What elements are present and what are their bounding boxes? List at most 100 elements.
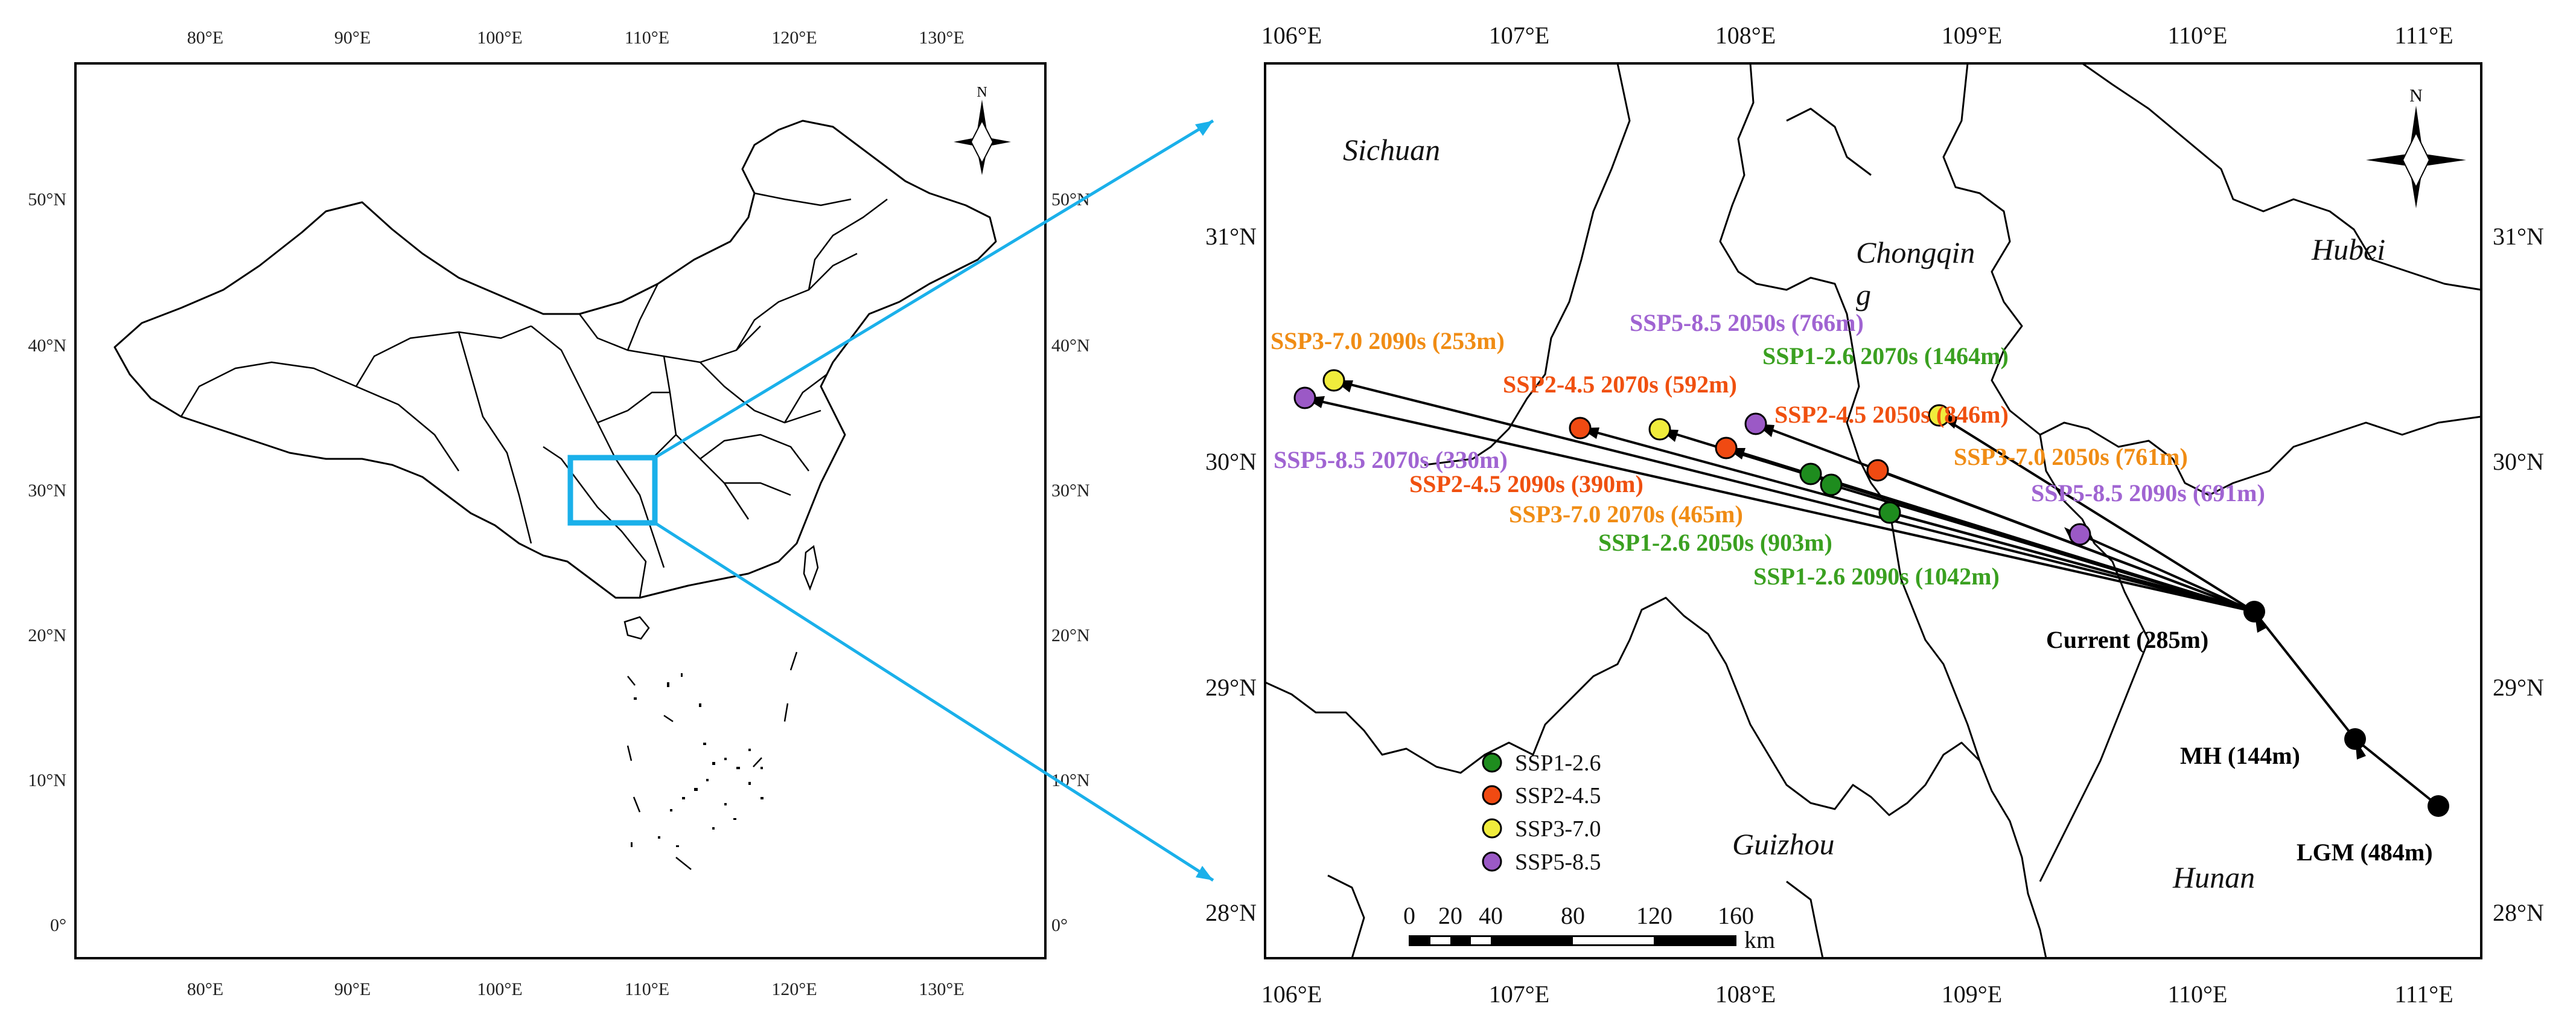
point-ssp245-2050	[1866, 459, 1889, 482]
scale-tick-40: 40	[1479, 902, 1503, 929]
overview-lat-right-20: 20°N	[1051, 626, 1090, 645]
label-mh: MH (144m)	[2180, 742, 2300, 769]
point-ssp370-2090	[1322, 369, 1345, 392]
detail-lat-right-28: 28°N	[2493, 899, 2544, 926]
detail-lon-bottom-107: 107°E	[1489, 981, 1549, 1008]
overview-lon-top-110: 110°E	[625, 28, 669, 48]
overview-lon-top-100: 100°E	[477, 28, 522, 48]
detail-lat-left-29: 29°N	[1205, 674, 1257, 701]
label-ssp126-2050: SSP1-2.6 2050s (903m)	[1598, 529, 1832, 556]
detail-lon-bottom-108: 108°E	[1715, 981, 1776, 1008]
legend-label-ssp126: SSP1-2.6	[1515, 750, 1601, 776]
detail-lat-right-29: 29°N	[2493, 674, 2544, 701]
point-ssp370-2070	[1648, 418, 1671, 441]
legend-marker-ssp370	[1482, 818, 1502, 839]
label-ssp585-2090: SSP5-8.5 2090s (691m)	[2031, 479, 2265, 507]
detail-north-label: N	[2409, 86, 2423, 106]
legend-marker-ssp245	[1482, 785, 1502, 805]
detail-north-arrow: N	[2366, 86, 2466, 208]
historic-points	[2243, 601, 2449, 817]
label-lgm: LGM (484m)	[2297, 839, 2433, 866]
point-ssp585-2050	[1744, 412, 1767, 435]
south-china-sea-islands	[631, 673, 764, 847]
detail-lon-bottom-110: 110°E	[2168, 981, 2228, 1008]
label-ssp370-2050: SSP3-7.0 2050s (761m)	[1954, 443, 2188, 470]
region-sichuan: Sichuan	[1343, 133, 1440, 167]
overview-lon-top-90: 90°E	[334, 28, 371, 48]
detail-lon-bottom-106: 106°E	[1261, 981, 1322, 1008]
point-ssp126-2050	[1799, 462, 1822, 485]
overview-lon-bottom-90: 90°E	[334, 979, 371, 999]
label-ssp370-2090: SSP3-7.0 2090s (253m)	[1270, 327, 1505, 354]
region-chongqing-line1: Chongqin	[1856, 235, 1975, 269]
overview-lat-left-50: 50°N	[28, 190, 66, 210]
label-ssp245-2050: SSP2-4.5 2050s (846m)	[1774, 401, 2009, 428]
overview-lat-right-40: 40°N	[1051, 336, 1090, 356]
overview-lat-left-20: 20°N	[28, 626, 66, 645]
legend: SSP1-2.6 SSP2-4.5 SSP3-7.0 SSP5-8.5	[1482, 750, 1601, 875]
point-ssp585-2070	[1293, 386, 1316, 409]
detail-lat-left-31: 31°N	[1205, 223, 1257, 250]
detail-lat-right-30: 30°N	[2493, 448, 2544, 475]
detail-lat-left-30: 30°N	[1205, 448, 1257, 475]
label-ssp585-2070: SSP5-8.5 2070s (330m)	[1274, 446, 1508, 473]
detail-lon-top-106: 106°E	[1261, 22, 1322, 49]
region-hubei: Hubei	[2311, 232, 2385, 266]
overview-lon-bottom-100: 100°E	[477, 979, 522, 999]
scale-tick-120: 120	[1636, 902, 1672, 929]
overview-lon-top-120: 120°E	[771, 28, 817, 48]
china-outline	[113, 120, 997, 599]
detail-lon-bottom-109: 109°E	[1942, 981, 2002, 1008]
inset-connectors	[654, 119, 1214, 882]
point-lgm	[2428, 795, 2449, 817]
scale-tick-0: 0	[1403, 902, 1415, 929]
label-ssp585-2050: SSP5-8.5 2050s (766m)	[1630, 309, 1864, 336]
label-ssp245-2090: SSP2-4.5 2090s (390m)	[1409, 470, 1643, 498]
region-hunan: Hunan	[2172, 860, 2255, 894]
label-current: Current (285m)	[2046, 626, 2208, 653]
overview-lon-top-80: 80°E	[187, 28, 223, 48]
overview-frame	[74, 62, 1047, 959]
point-mh	[2344, 728, 2366, 750]
detail-lon-top-107: 107°E	[1489, 22, 1549, 49]
detail-lat-left-28: 28°N	[1205, 899, 1257, 926]
point-ssp245-2090	[1715, 437, 1738, 459]
point-ssp126-2070	[1820, 473, 1843, 496]
detail-province-boundaries	[1264, 62, 2482, 959]
detail-map: 106°E 107°E 108°E 109°E 110°E 111°E 106°…	[1205, 22, 2544, 1008]
point-ssp370-2050	[1928, 404, 1951, 427]
legend-label-ssp585: SSP5-8.5	[1515, 850, 1601, 875]
point-ssp585-2090	[2068, 523, 2091, 546]
hainan-island	[623, 616, 650, 640]
taiwan-island	[803, 545, 819, 591]
label-ssp126-2090: SSP1-2.6 2090s (1042m)	[1753, 563, 2000, 590]
overview-lat-right-30: 30°N	[1051, 481, 1090, 501]
scale-tick-80: 80	[1561, 902, 1585, 929]
trajectory-lines	[1304, 379, 2440, 807]
detail-lat-right-31: 31°N	[2493, 223, 2544, 250]
detail-lon-bottom-111: 111°E	[2394, 981, 2453, 1008]
overview-lon-top-130: 130°E	[919, 28, 964, 48]
region-chongqing-line2: g	[1856, 278, 1871, 312]
overview-lat-left-10: 10°N	[28, 770, 66, 790]
detail-lon-top-109: 109°E	[1942, 22, 2002, 49]
overview-lon-bottom-80: 80°E	[187, 979, 223, 999]
point-ssp245-2070	[1569, 417, 1592, 440]
region-guizhou: Guizhou	[1732, 827, 1834, 861]
point-ssp126-2090	[1878, 501, 1901, 524]
overview-lon-bottom-120: 120°E	[771, 979, 817, 999]
scale-tick-20: 20	[1438, 902, 1462, 929]
detail-lon-top-111: 111°E	[2394, 22, 2453, 49]
label-ssp370-2070: SSP3-7.0 2070s (465m)	[1509, 501, 1743, 528]
detail-lon-top-110: 110°E	[2168, 22, 2228, 49]
overview-lat-left-30: 30°N	[28, 481, 66, 501]
overview-lat-right-0: 0°	[1051, 915, 1068, 935]
overview-north-arrow: N	[954, 85, 1011, 175]
overview-lon-bottom-130: 130°E	[919, 979, 964, 999]
overview-lat-left-0: 0°	[50, 915, 66, 935]
overview-lat-left-40: 40°N	[28, 336, 66, 356]
detail-frame	[1264, 62, 2482, 959]
scale-bar: 0 20 40 80 120 160 km	[1403, 902, 1775, 953]
legend-marker-ssp126	[1482, 752, 1502, 773]
